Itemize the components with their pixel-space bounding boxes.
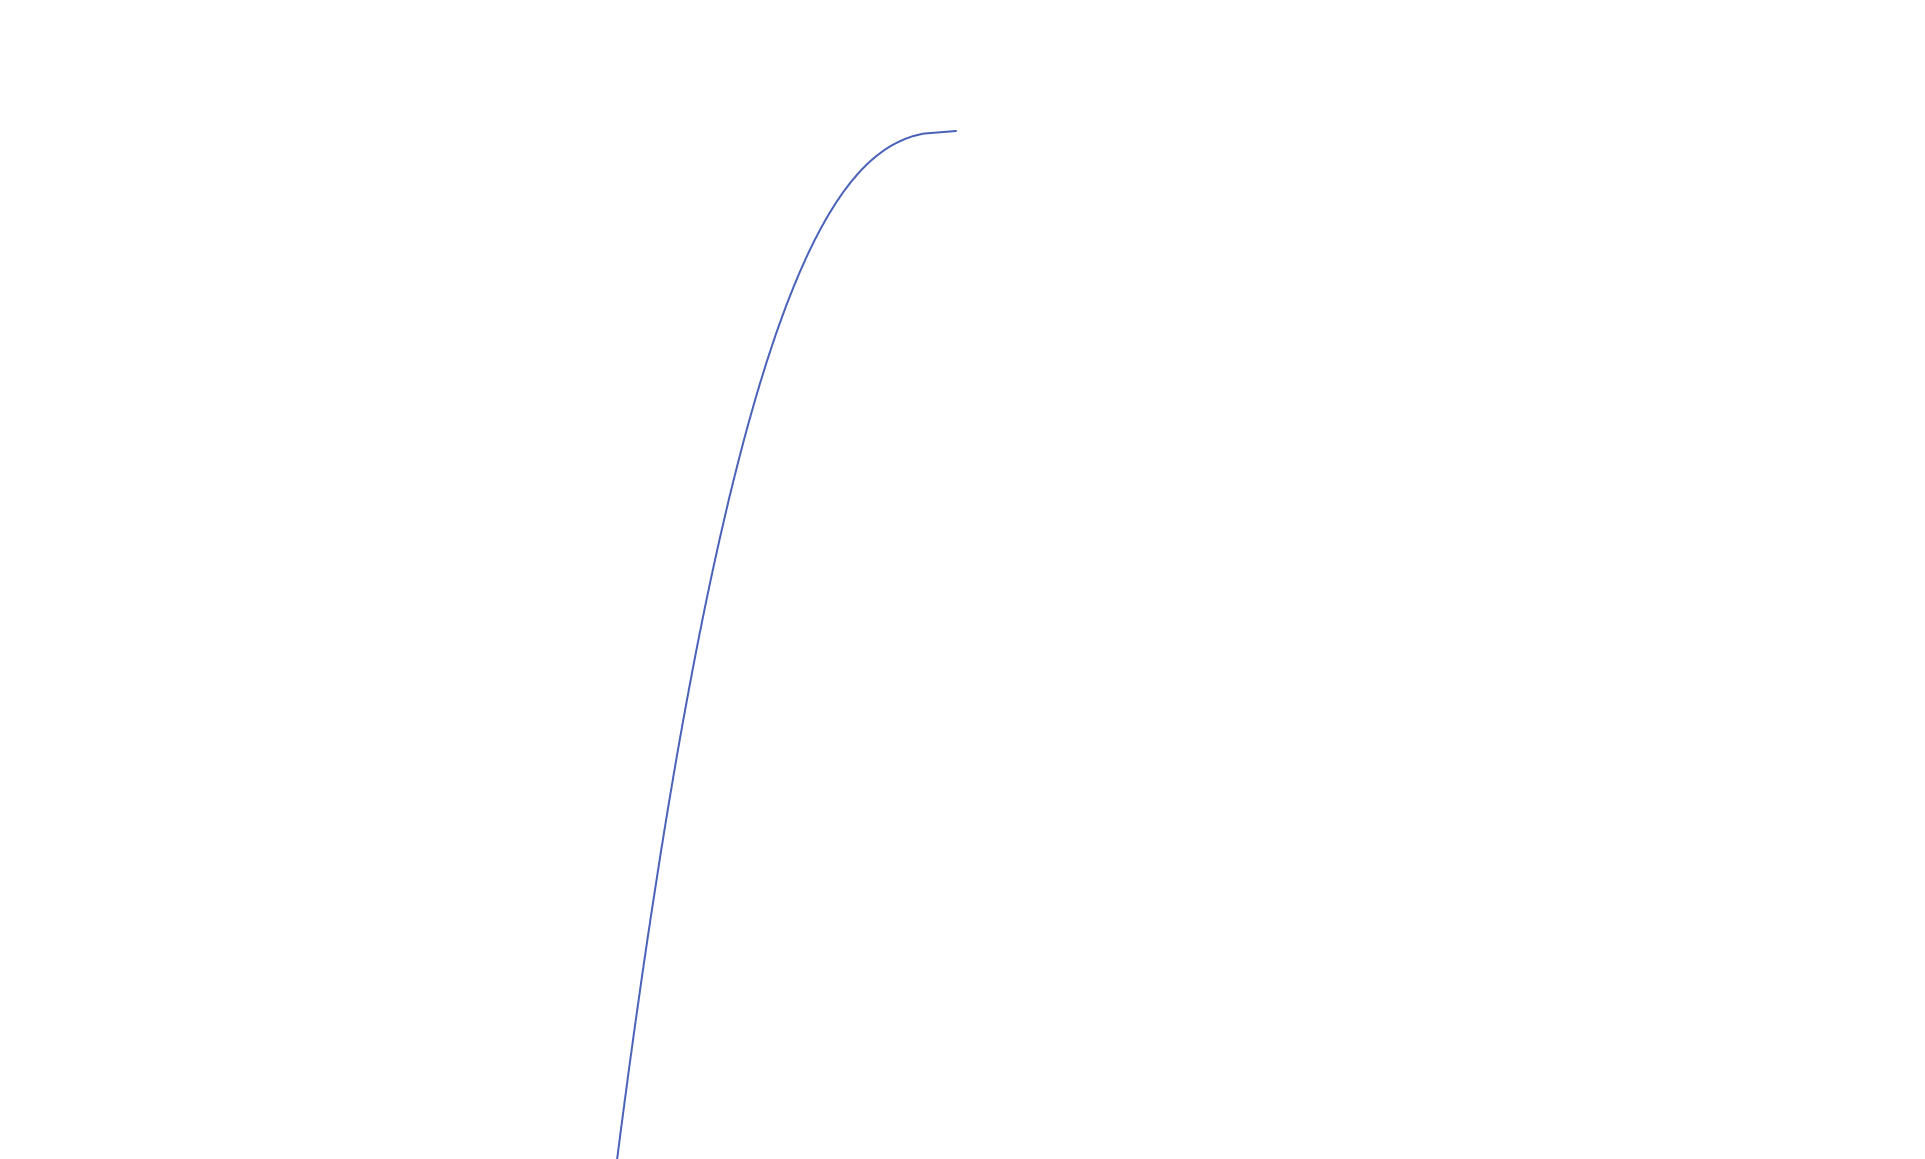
- curve-line: [616, 130, 957, 1159]
